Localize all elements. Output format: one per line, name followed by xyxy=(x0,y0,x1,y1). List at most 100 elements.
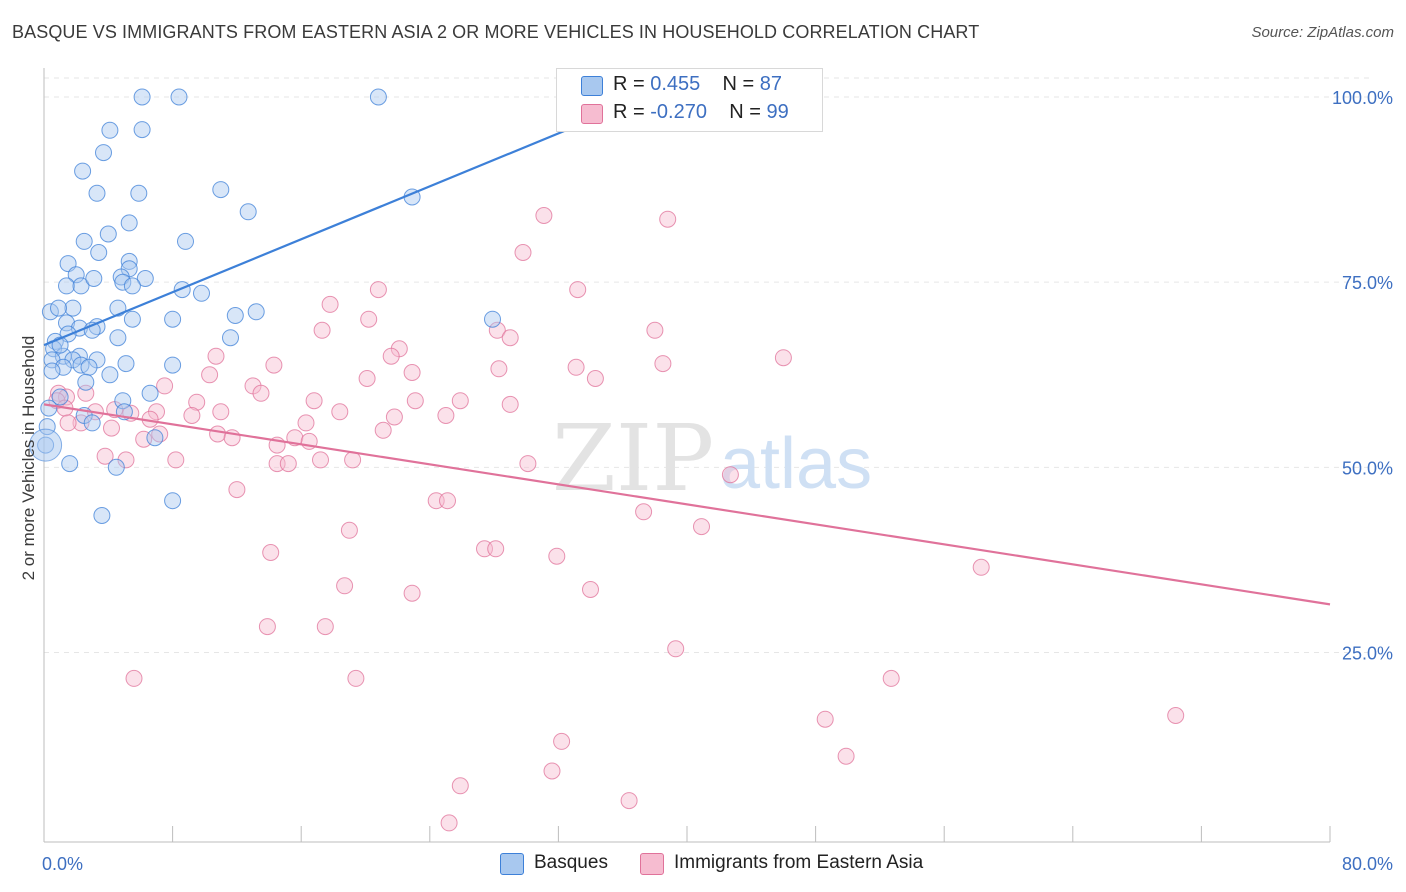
data-point xyxy=(95,144,112,162)
data-point xyxy=(247,303,265,321)
watermark: ZIP atlas xyxy=(552,405,872,512)
data-point xyxy=(67,266,85,284)
data-point xyxy=(146,429,164,447)
data-point xyxy=(59,414,77,432)
data-point xyxy=(120,252,138,270)
data-point xyxy=(490,360,508,378)
data-point xyxy=(130,184,148,202)
data-point xyxy=(451,392,469,410)
data-point xyxy=(90,244,108,261)
data-point xyxy=(501,329,519,347)
data-point xyxy=(659,210,677,228)
data-point xyxy=(440,814,458,832)
x-tick-label-max: 80.0% xyxy=(1342,854,1393,874)
data-point xyxy=(369,281,387,299)
data-point xyxy=(321,295,339,313)
data-point xyxy=(54,358,72,376)
data-point xyxy=(403,364,421,381)
data-point xyxy=(133,121,151,139)
data-point-large xyxy=(29,428,63,462)
source-label: Source: ZipAtlas.com xyxy=(1251,24,1394,41)
data-point xyxy=(123,310,141,328)
data-point xyxy=(85,270,103,287)
data-point xyxy=(226,307,244,324)
data-point xyxy=(382,347,400,365)
data-point xyxy=(74,162,92,180)
data-point xyxy=(107,458,125,476)
data-point xyxy=(620,792,638,810)
data-point xyxy=(374,421,392,439)
data-point xyxy=(252,384,270,402)
basques-legend-swatch xyxy=(500,853,524,875)
data-point xyxy=(816,710,834,728)
basques-trendline xyxy=(43,95,648,347)
data-point xyxy=(164,492,182,510)
data-point xyxy=(358,370,376,387)
x-tick-label-min: 0.0% xyxy=(42,854,83,874)
data-point xyxy=(646,321,664,339)
data-point xyxy=(385,408,403,426)
data-point xyxy=(582,581,599,598)
y-tick-label: 50.0% xyxy=(1342,458,1393,478)
data-point xyxy=(123,277,141,295)
data-point xyxy=(340,521,358,539)
data-point xyxy=(99,225,117,243)
series-immigrants-points xyxy=(48,88,1185,832)
data-point xyxy=(501,395,519,413)
trendlines xyxy=(43,95,1331,606)
data-point xyxy=(207,347,225,365)
data-point xyxy=(316,618,334,636)
data-point xyxy=(43,362,61,380)
data-point xyxy=(183,407,201,424)
data-point xyxy=(141,384,159,402)
data-point xyxy=(262,544,280,561)
immigrants-legend-swatch xyxy=(640,853,664,875)
data-point xyxy=(347,669,365,687)
data-point xyxy=(972,558,990,576)
data-point xyxy=(514,244,532,261)
data-point xyxy=(667,640,685,658)
data-point xyxy=(58,314,75,332)
data-point xyxy=(553,732,571,750)
data-point xyxy=(721,466,739,484)
data-point xyxy=(305,392,323,410)
data-point xyxy=(101,366,119,384)
data-point xyxy=(569,281,587,299)
legend-label: Basques xyxy=(534,852,608,873)
x-tick-labels: 0.0% 80.0% xyxy=(42,854,1393,874)
data-point xyxy=(61,455,79,473)
y-tick-label: 100.0% xyxy=(1332,88,1393,108)
data-point xyxy=(331,403,349,421)
n-label: N = xyxy=(729,101,767,123)
data-point xyxy=(488,321,506,339)
data-point xyxy=(41,303,59,321)
data-point xyxy=(64,299,82,317)
data-point xyxy=(209,425,227,443)
data-point xyxy=(535,207,553,224)
data-point xyxy=(193,284,210,302)
n-label: N = xyxy=(722,73,760,95)
data-point xyxy=(58,388,75,406)
data-point xyxy=(239,203,257,221)
watermark-atlas: atlas xyxy=(720,424,872,504)
data-point xyxy=(279,455,297,473)
data-point xyxy=(548,547,566,565)
data-point xyxy=(265,356,283,374)
legend-label: Immigrants from Eastern Asia xyxy=(674,852,924,873)
data-point xyxy=(369,88,387,106)
data-point xyxy=(167,451,185,469)
data-point xyxy=(297,414,315,432)
data-point xyxy=(201,366,219,384)
data-point xyxy=(117,355,135,373)
immigrants-swatch xyxy=(581,104,603,124)
n-value: 99 xyxy=(766,101,789,123)
data-point xyxy=(96,447,114,465)
data-point xyxy=(50,299,67,317)
data-point xyxy=(228,481,246,499)
data-point xyxy=(114,392,132,410)
data-point xyxy=(837,747,855,765)
data-point xyxy=(170,88,188,106)
r-label: R = xyxy=(613,101,651,123)
data-point xyxy=(519,455,537,473)
